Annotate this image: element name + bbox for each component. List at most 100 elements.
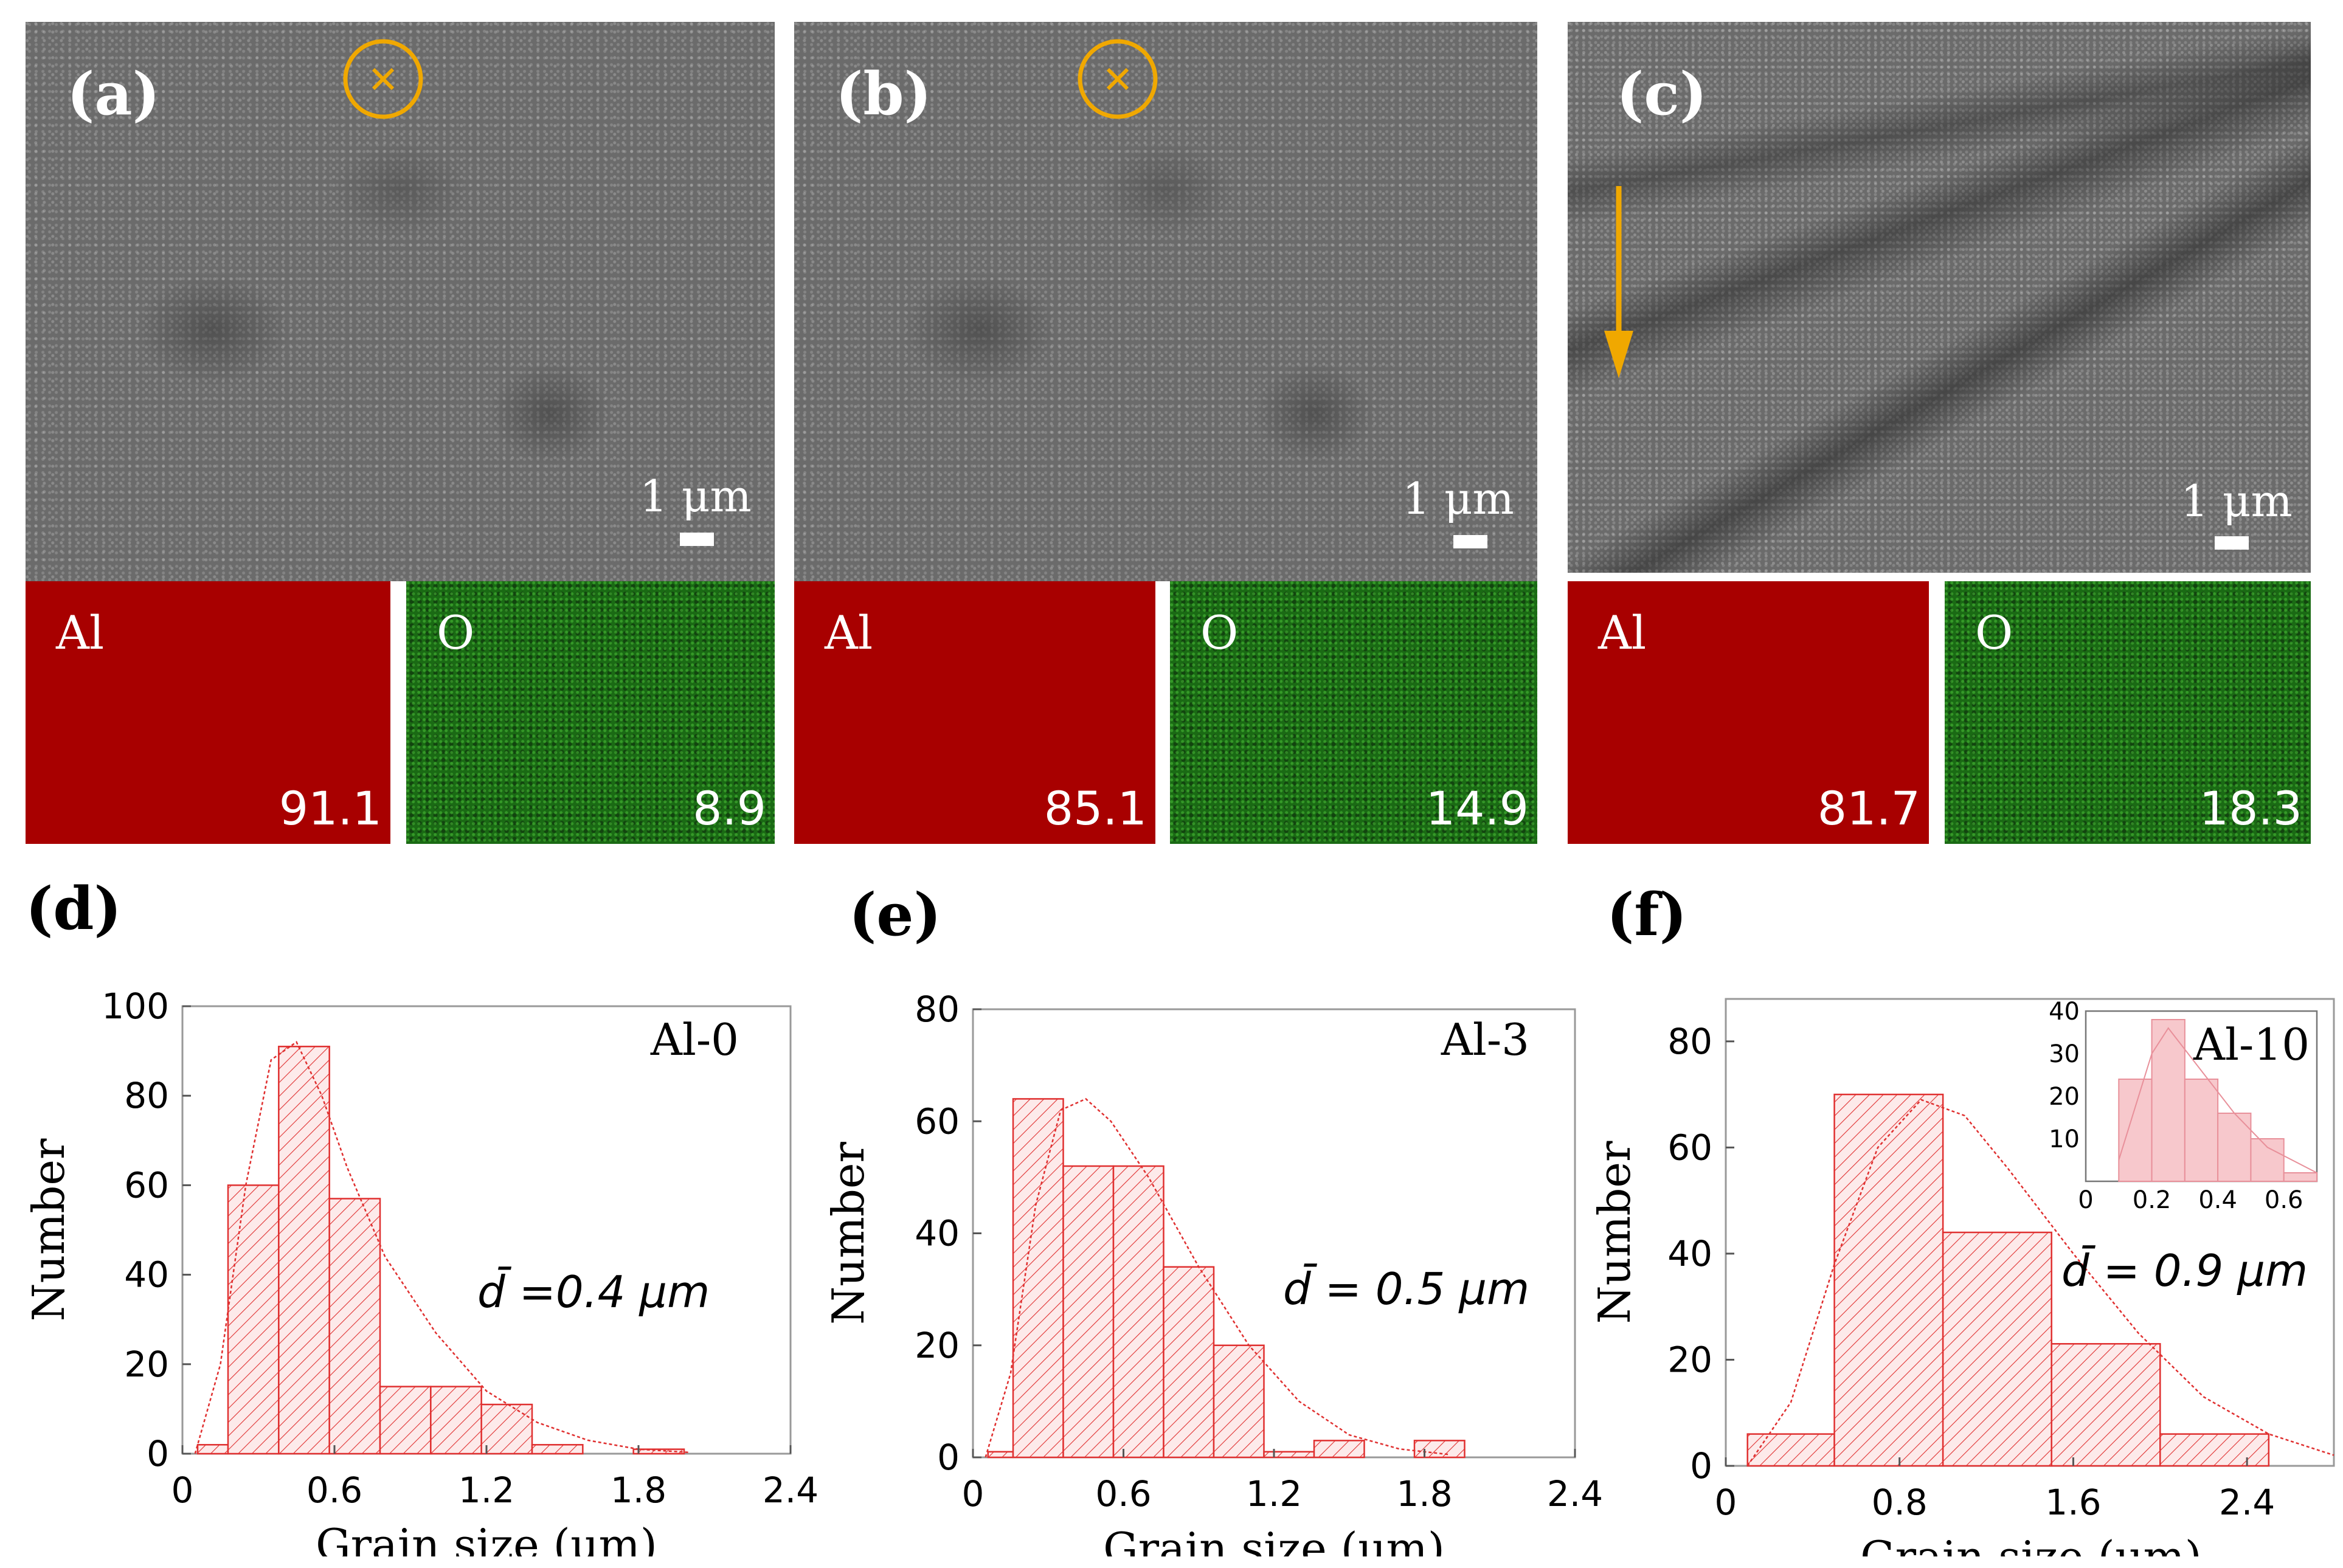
histogram-bar [1213, 1344, 1265, 1459]
histogram-bar [1942, 1231, 2052, 1467]
y-tick-label: 20 [1667, 1339, 1712, 1380]
element-value: 8.9 [693, 781, 766, 835]
y-tick-label: 20 [124, 1344, 169, 1385]
element-value: 81.7 [1817, 781, 1920, 835]
panel-label-c: (c) [1616, 60, 1708, 128]
x-tick-label: 1.8 [1396, 1473, 1452, 1514]
y-tick-label: 80 [1667, 1021, 1712, 1062]
mean-size-annotation: d̄ = 0.9 μm [2061, 1245, 2308, 1296]
y-tick-label: 20 [915, 1325, 960, 1366]
x-tick-label: 1.2 [1246, 1473, 1302, 1514]
inset-bar [2118, 1079, 2153, 1182]
scale-bar-a [680, 533, 714, 546]
fit-curve [194, 1041, 690, 1454]
eds-map-o-b: O 14.9 [1170, 581, 1537, 844]
y-axis-label: Number [23, 1138, 74, 1321]
inset-x-tick-label: 0.6 [2265, 1186, 2303, 1214]
y-axis-label: Number [823, 1142, 874, 1325]
element-label: O [1975, 606, 2013, 660]
element-value: 14.9 [1425, 781, 1529, 835]
x-tick-label: 0 [171, 1470, 194, 1511]
histogram-bar [379, 1386, 432, 1455]
histogram-bar [278, 1045, 330, 1455]
histogram-bar [1012, 1098, 1064, 1459]
inset-bar [2151, 1019, 2186, 1182]
fit-curve [985, 1097, 1450, 1458]
histogram-bar [1062, 1165, 1115, 1459]
y-tick-label: 100 [102, 986, 169, 1027]
histogram-bar [1163, 1266, 1215, 1459]
y-axis-label: Number [1589, 1141, 1640, 1324]
eds-map-al-c: Al 81.7 [1568, 581, 1929, 844]
scale-label-b: 1 μm [1402, 473, 1514, 524]
histogram-bar [1112, 1165, 1165, 1459]
histogram-bar [328, 1198, 381, 1455]
element-label: O [437, 606, 475, 660]
chart-label-d: (d) [26, 874, 122, 943]
eds-map-al-b: Al 85.1 [794, 581, 1155, 844]
chart-label-e: (e) [849, 880, 941, 949]
y-tick-label: 0 [147, 1433, 169, 1474]
x-axis-label: Grain size (μm) [316, 1519, 657, 1556]
series-label: Al-3 [1441, 1014, 1529, 1065]
histogram-bar [2051, 1343, 2161, 1467]
eds-map-al-a: Al 91.1 [26, 581, 390, 844]
y-tick-label: 40 [124, 1254, 169, 1296]
marker-cross-circle-icon [1078, 39, 1158, 119]
histogram-bar [2159, 1433, 2270, 1467]
y-tick-label: 80 [124, 1075, 169, 1116]
y-tick-label: 0 [1690, 1445, 1712, 1487]
x-tick-label: 0.8 [1872, 1482, 1928, 1523]
inset-x-tick-label: 0 [2078, 1186, 2093, 1214]
x-tick-label: 1.2 [459, 1470, 514, 1511]
inset-x-tick-label: 0.4 [2198, 1186, 2237, 1214]
histogram-bar [1263, 1451, 1315, 1459]
chart-label-f: (f) [1607, 880, 1687, 949]
inset-bar [2217, 1113, 2252, 1182]
x-tick-label: 2.4 [2219, 1482, 2275, 1523]
histogram-bar [632, 1448, 685, 1455]
histogram-bar [196, 1444, 229, 1455]
eds-map-o-a: O 8.9 [406, 581, 775, 844]
histogram-bar [430, 1386, 482, 1455]
y-tick-label: 60 [1667, 1127, 1712, 1168]
series-label: Al-0 [650, 1014, 739, 1065]
x-tick-label: 2.4 [1547, 1473, 1603, 1514]
histogram-e: 0 0.6 1.2 1.8 2.4 0 20 40 60 80 Grain size (μm) Num… [823, 989, 1603, 1556]
y-tick-label: 80 [915, 989, 960, 1030]
inset-bar [2250, 1138, 2285, 1182]
eds-map-o-c: O 18.3 [1945, 581, 2311, 844]
element-label: Al [1598, 606, 1647, 660]
x-tick-label: 1.6 [2045, 1482, 2101, 1523]
histogram-bar [227, 1184, 280, 1455]
y-tick-label: 0 [937, 1437, 960, 1478]
panel-label-a: (a) [67, 60, 161, 128]
inset-y-tick-label: 20 [2049, 1083, 2080, 1111]
histogram-bar [1746, 1433, 1835, 1467]
inset-y-tick-label: 30 [2049, 1040, 2080, 1068]
histogram-bar [1413, 1440, 1466, 1459]
y-tick-label: 40 [1667, 1233, 1712, 1274]
histogram-f: 0 0.8 1.6 2.4 0 20 40 60 80 Grain size (μm) Number… [1589, 998, 2335, 1556]
mean-size-annotation: d̄ = 0.5 μm [1283, 1263, 1529, 1314]
inset-y-tick-label: 10 [2049, 1125, 2080, 1153]
inset-fit-curve [2118, 1027, 2317, 1173]
scale-label-c: 1 μm [2181, 475, 2293, 527]
x-tick-label: 1.8 [611, 1470, 666, 1511]
histogram-bar [1833, 1093, 1944, 1467]
inset-x-tick-label: 0.2 [2133, 1186, 2172, 1214]
histogram-d: 0 0.6 1.2 1.8 2.4 0 20 40 60 80 100 Grain size (μm)… [23, 986, 818, 1556]
x-tick-label: 0 [1715, 1482, 1737, 1523]
sem-image-a: (a) 1 μm [26, 22, 775, 581]
inset-y-tick-label: 40 [2049, 998, 2080, 1026]
scale-label-a: 1 μm [640, 471, 752, 522]
histogram-bar [987, 1451, 1014, 1459]
series-label: Al-10 [2193, 1019, 2310, 1070]
element-label: Al [825, 606, 873, 660]
inset-bar [2184, 1079, 2219, 1182]
element-value: 91.1 [279, 781, 382, 835]
marker-cross-circle-icon [343, 39, 423, 119]
x-tick-label: 2.4 [763, 1470, 818, 1511]
histogram-bar [531, 1444, 584, 1455]
y-tick-label: 40 [915, 1213, 960, 1254]
